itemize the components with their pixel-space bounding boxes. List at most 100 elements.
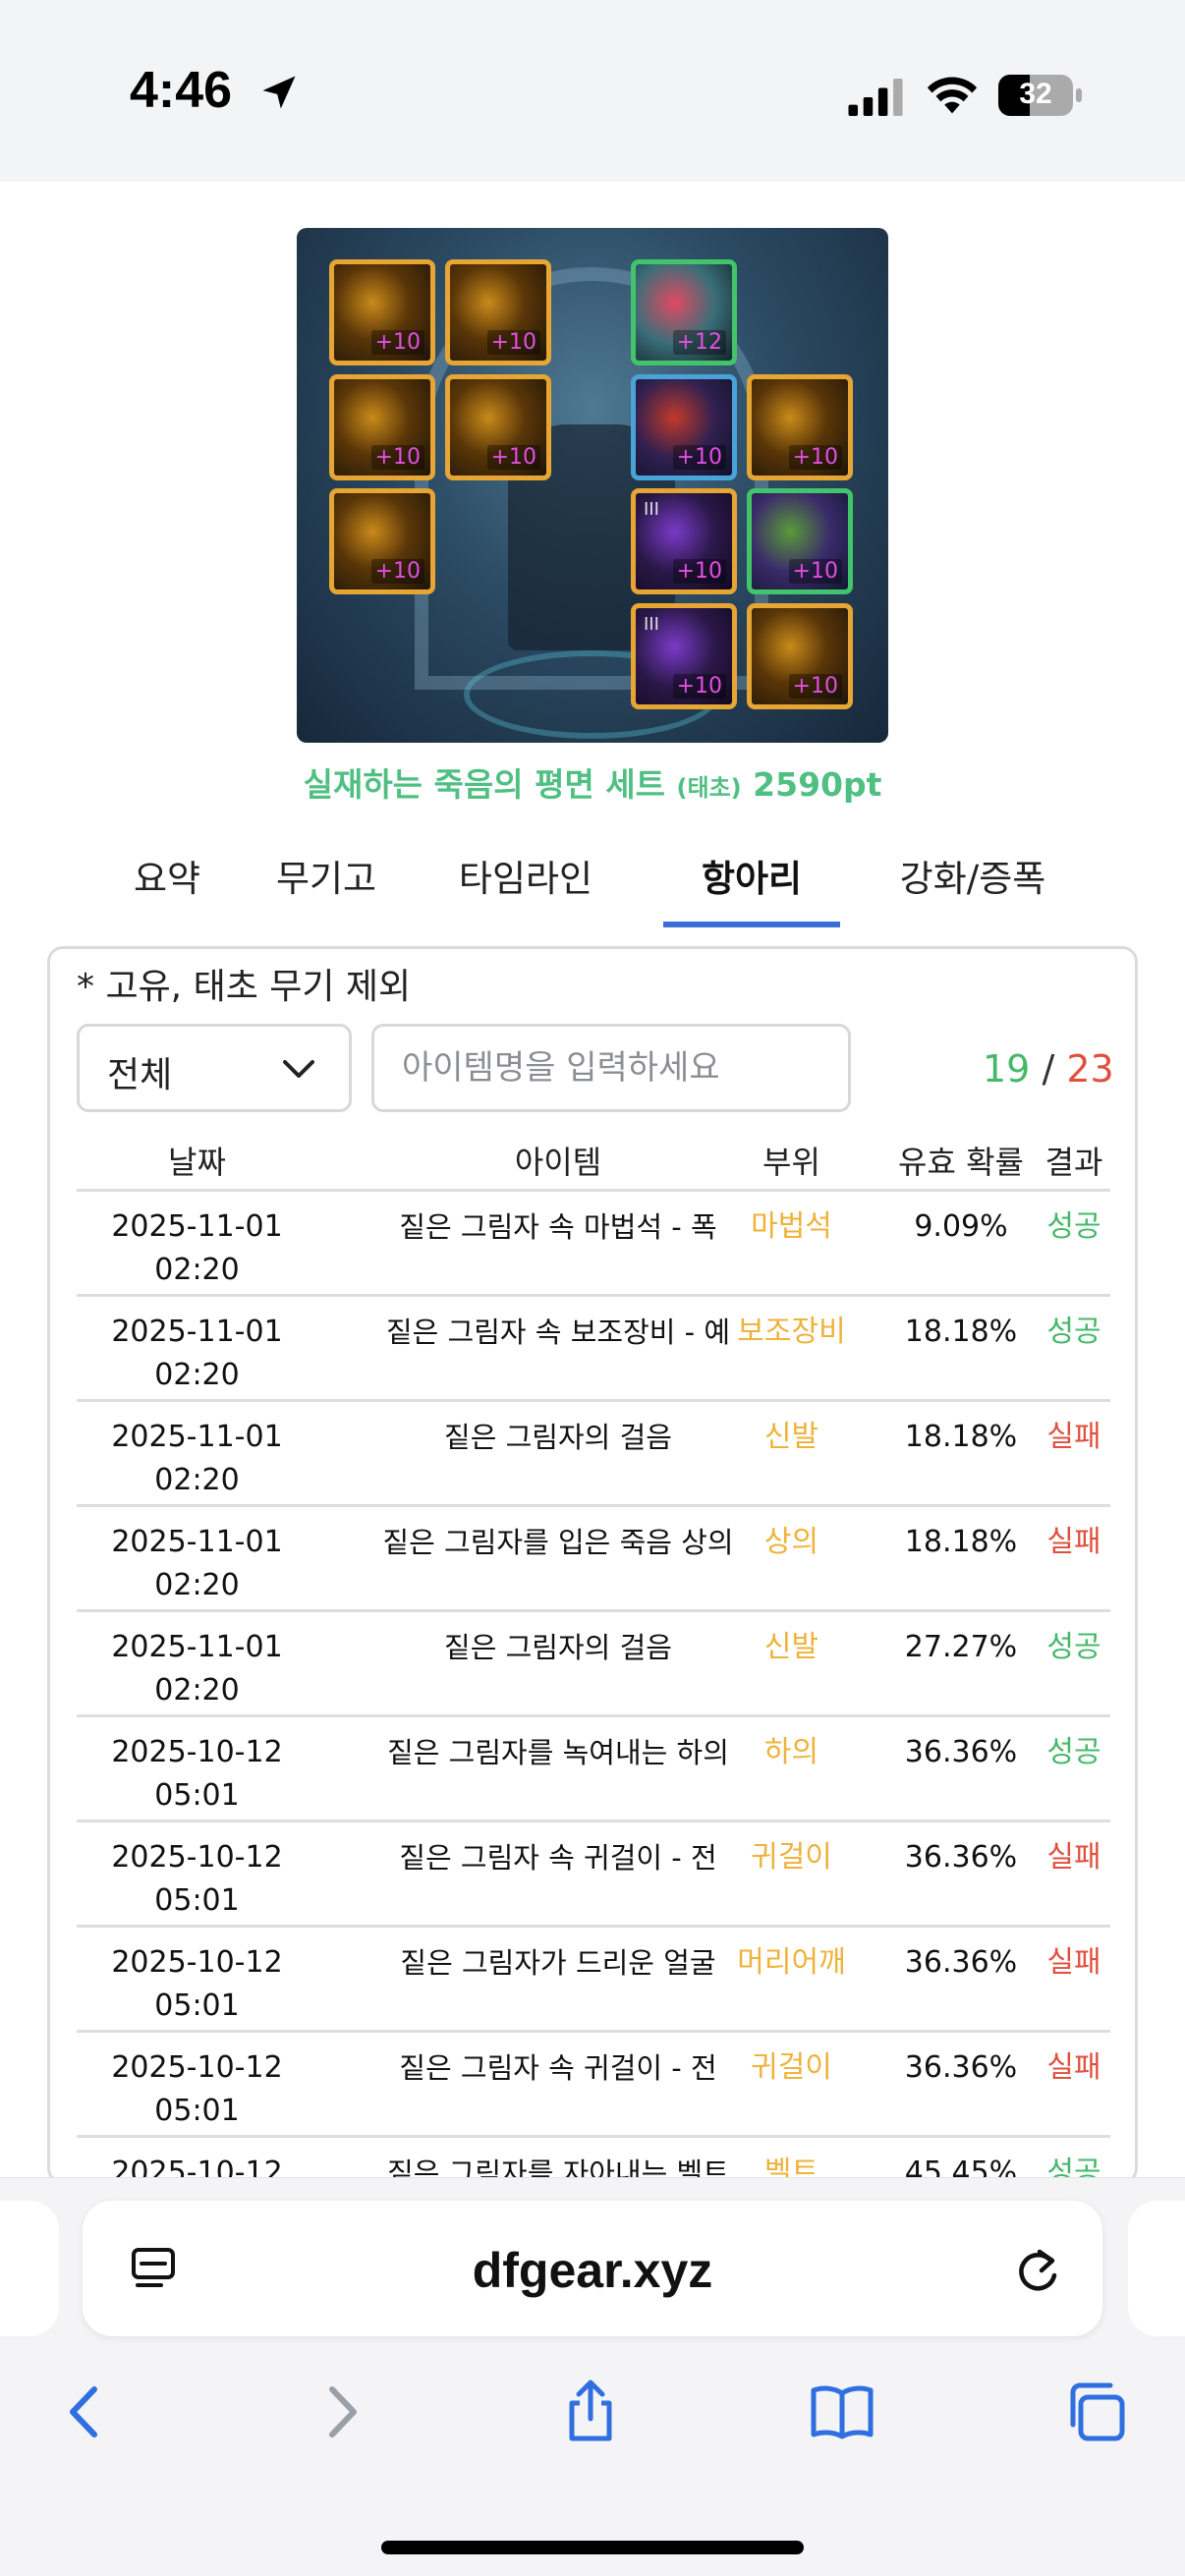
- chevron-down-icon: [283, 1060, 314, 1078]
- success-count: 19: [983, 1047, 1031, 1091]
- row-datetime-line: 05:01: [154, 2094, 240, 2128]
- row-probability: 18.18%: [877, 1416, 1044, 1459]
- row-datetime-line: 02:20: [154, 1463, 240, 1497]
- row-probability-line: 36.36%: [904, 1735, 1018, 1769]
- forward-arrow-icon[interactable]: [307, 2378, 375, 2446]
- tab-jar[interactable]: 항아리: [701, 858, 803, 900]
- row-datetime-line: 2025-11-01: [111, 1209, 283, 1244]
- row-result-line: 실패: [1046, 1945, 1101, 1980]
- row-datetime-line: 2025-10-12: [111, 1840, 283, 1875]
- slot-enhance-level: +10: [370, 330, 424, 355]
- row-item-name-line: 짙은 그림자 속 귀걸이 - 전: [399, 2051, 717, 2085]
- row-item-name: 짙은 그림자 속 귀걸이 - 전: [322, 1836, 794, 1879]
- set-title: 실재하는 죽음의 평면 세트 (태초) 2590pt: [0, 758, 1185, 806]
- equipment-slot[interactable]: +10: [445, 374, 551, 480]
- row-item-name-line: 짙은 그림자 속 보조장비 - 예: [385, 1316, 731, 1349]
- row-part-line: 신발: [763, 1630, 819, 1664]
- table-row: 2025-11-01 02:20 짙은 그림자 속 마법석 - 폭 마법석 9.09% 성…: [77, 1192, 1110, 1297]
- wifi-icon: [927, 77, 978, 114]
- battery-icon: [998, 75, 1082, 116]
- item-search-input[interactable]: [371, 1024, 851, 1112]
- tabs-icon[interactable]: [1061, 2378, 1130, 2446]
- row-probability: 36.36%: [877, 1836, 1044, 1879]
- equipment-slot[interactable]: III +10: [631, 488, 737, 594]
- row-result-line: 성공: [1046, 1209, 1101, 1244]
- row-result: 실패: [1030, 1836, 1110, 1879]
- reload-icon[interactable]: [1012, 2244, 1063, 2299]
- header-part: 부위: [762, 1144, 820, 1181]
- address-bar[interactable]: [83, 2201, 1102, 2336]
- row-part: 벨트: [705, 2152, 877, 2178]
- set-tag: (태초): [676, 774, 742, 802]
- status-bar: 4:46 32: [0, 0, 1185, 182]
- equipment-slot[interactable]: +10: [747, 488, 853, 594]
- reader-mode-icon[interactable]: [128, 2244, 179, 2295]
- equipment-slot[interactable]: +10: [329, 488, 435, 594]
- row-item-name: 짙은 그림자 속 마법석 - 폭: [322, 1205, 794, 1249]
- row-part: 상의: [705, 1521, 877, 1564]
- slot-tier: III: [644, 499, 659, 520]
- equipment-slot[interactable]: +10: [631, 374, 737, 480]
- back-arrow-icon[interactable]: [51, 2378, 120, 2446]
- equipment-image: +10 +10 +12 +10 +10 +10 +10 +10 III +10 +10 III +10 +…: [297, 228, 888, 743]
- tab-armory[interactable]: 무기고: [275, 858, 377, 900]
- slot-enhance-level: +10: [370, 559, 424, 584]
- row-item-name: 짙은 그림자가 드리운 얼굴: [322, 1941, 794, 1985]
- table-row: 2025-11-01 02:20 짙은 그림자를 입은 죽음 상의 상의 18.18% 실…: [77, 1507, 1110, 1612]
- row-probability-line: 36.36%: [904, 1840, 1018, 1875]
- row-datetime-line: 2025-11-01: [111, 1420, 283, 1454]
- row-part: 신발: [705, 1626, 877, 1669]
- equipment-slot[interactable]: +10: [747, 374, 853, 480]
- active-tab-indicator: [663, 922, 840, 927]
- row-result-line: 성공: [1046, 1735, 1101, 1769]
- row-probability-line: 36.36%: [904, 2050, 1018, 2085]
- row-result: 성공: [1030, 1626, 1110, 1669]
- row-datetime-line: 05:01: [154, 1883, 240, 1918]
- row-probability: 45.45%: [877, 2152, 1044, 2178]
- row-item-name: 짙은 그림자 속 귀걸이 - 전: [322, 2046, 794, 2090]
- slot-tier: III: [644, 614, 659, 635]
- equipment-slot[interactable]: +10: [747, 603, 853, 709]
- result-count: 19 / 23: [983, 1047, 1114, 1091]
- part-filter-select[interactable]: 전체: [77, 1024, 352, 1112]
- row-probability-line: 27.27%: [904, 1630, 1018, 1664]
- row-part: 머리어깨: [705, 1941, 877, 1985]
- tab-bar: 요약 무기고 타임라인 항아리 강화/증폭: [98, 845, 1087, 933]
- header-divider: [77, 1189, 1110, 1192]
- home-indicator: [381, 2541, 804, 2554]
- tab-enhance[interactable]: 강화/증폭: [899, 858, 1046, 900]
- row-part-line: 귀걸이: [751, 1840, 832, 1875]
- equipment-slot[interactable]: +12: [631, 259, 737, 365]
- row-datetime: 2025-10-12 05:01: [77, 1836, 317, 1923]
- tab-timeline[interactable]: 타임라인: [458, 858, 593, 900]
- previous-tab-preview[interactable]: [0, 2201, 59, 2336]
- row-result: 성공: [1030, 1731, 1110, 1774]
- row-datetime-line: 2025-10-12: [111, 2050, 283, 2085]
- row-result: 실패: [1030, 1521, 1110, 1564]
- slot-enhance-level: +10: [486, 445, 540, 470]
- status-time: 4:46: [130, 62, 233, 119]
- row-result-line: 성공: [1046, 1315, 1101, 1349]
- slot-enhance-level: +10: [672, 445, 726, 470]
- table-row: 2025-10-12 05:01 짙은 그림자가 드리운 얼굴 머리어깨 36.36% 실…: [77, 1928, 1110, 2033]
- equipment-slot[interactable]: +10: [329, 374, 435, 480]
- row-part-line: 상의: [763, 1525, 819, 1559]
- jar-history-table: 2025-11-01 02:20 짙은 그림자 속 마법석 - 폭 마법석 9.09% 성…: [77, 1192, 1110, 2178]
- row-probability-line: 45.45%: [904, 2156, 1018, 2178]
- row-probability: 36.36%: [877, 1731, 1044, 1774]
- row-probability: 36.36%: [877, 2046, 1044, 2090]
- row-datetime: 2025-11-01 02:20: [77, 1626, 317, 1712]
- row-result: 성공: [1030, 1311, 1110, 1354]
- table-row: 2025-10-12 05:01 짙은 그림자 속 귀걸이 - 전 귀걸이 36.36%…: [77, 2033, 1110, 2138]
- tab-summary[interactable]: 요약: [133, 858, 201, 900]
- equipment-slot[interactable]: +10: [329, 259, 435, 365]
- equipment-slot[interactable]: III +10: [631, 603, 737, 709]
- row-result: 실패: [1030, 1941, 1110, 1985]
- row-item-name: 짙은 그림자의 걸음: [322, 1416, 794, 1459]
- share-icon[interactable]: [556, 2378, 625, 2446]
- equipment-slot[interactable]: +10: [445, 259, 551, 365]
- next-tab-preview[interactable]: [1128, 2201, 1185, 2336]
- battery-level: 32: [1019, 78, 1052, 110]
- bookmarks-icon[interactable]: [808, 2378, 876, 2446]
- row-probability: 9.09%: [877, 1205, 1044, 1249]
